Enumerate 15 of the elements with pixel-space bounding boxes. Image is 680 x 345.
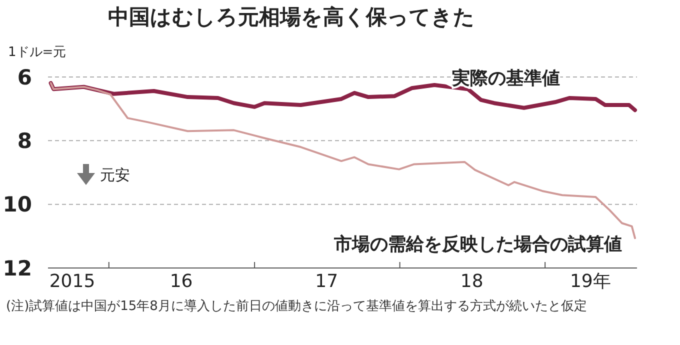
x-tick-label: 16 (170, 271, 193, 292)
x-tick-label: 19年 (570, 271, 611, 292)
chart-title: 中国はむしろ元相場を高く保ってきた (108, 5, 475, 29)
y-tick-label: 8 (17, 129, 32, 154)
x-tick-label: 2015 (49, 271, 96, 292)
x-tick-label: 17 (315, 271, 338, 292)
y-tick-label: 10 (2, 192, 32, 217)
text: (注)試算値は中国が15年8月に導入した前日の値動きに沿って基準値を算出する方式が続いたと仮定 (6, 298, 587, 314)
y-axis-title: 1ドル=元 (8, 45, 66, 60)
y-tick-label: 12 (2, 256, 32, 280)
series-label: 実際の基準値 (451, 68, 560, 89)
series-label: 市場の需給を反映した場合の試算値 (333, 234, 622, 255)
annotation: 元安 (100, 166, 130, 184)
y-tick-label: 6 (17, 65, 32, 90)
x-tick-label: 18 (460, 271, 484, 292)
